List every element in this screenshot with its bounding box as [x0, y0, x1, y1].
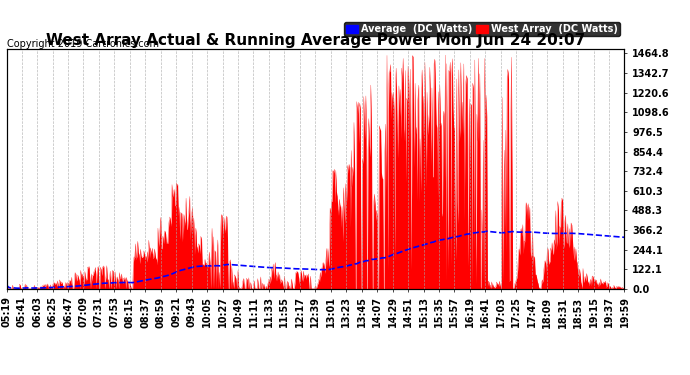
Text: Copyright 2019 Cartronics.com: Copyright 2019 Cartronics.com [7, 39, 159, 49]
Legend: Average  (DC Watts), West Array  (DC Watts): Average (DC Watts), West Array (DC Watts… [344, 22, 620, 36]
Title: West Array Actual & Running Average Power Mon Jun 24 20:07: West Array Actual & Running Average Powe… [46, 33, 585, 48]
